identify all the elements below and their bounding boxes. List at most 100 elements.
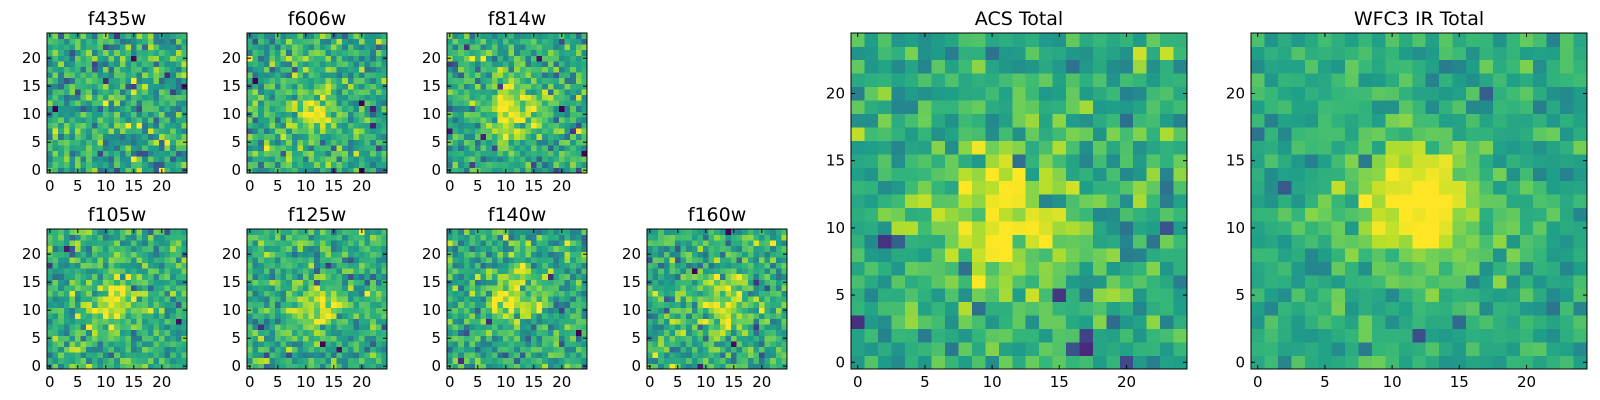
heatmap-cell bbox=[170, 156, 177, 163]
heatmap-cell bbox=[708, 279, 715, 286]
heatmap-cell bbox=[252, 290, 259, 297]
heatmap-cell bbox=[164, 55, 171, 62]
heatmap-cell bbox=[770, 346, 777, 353]
heatmap-cell bbox=[336, 352, 343, 359]
heatmap-cell bbox=[531, 262, 537, 269]
heatmap-cell bbox=[559, 122, 565, 129]
heatmap-cell bbox=[63, 257, 70, 263]
heatmap-cell bbox=[547, 262, 554, 269]
heatmap-cell bbox=[75, 94, 81, 101]
heatmap-cell bbox=[91, 49, 98, 56]
heatmap-cell bbox=[103, 44, 109, 51]
heatmap-cell bbox=[559, 234, 565, 241]
heatmap-cell bbox=[531, 77, 537, 84]
heatmap-cell bbox=[170, 313, 177, 319]
heatmap-cell bbox=[669, 352, 676, 359]
heatmap-cell bbox=[370, 234, 377, 241]
heatmap-cell bbox=[463, 111, 470, 118]
heatmap-cell bbox=[525, 240, 532, 247]
heatmap-cell bbox=[263, 324, 270, 331]
heatmap-cell bbox=[52, 273, 59, 280]
heatmap-cell bbox=[52, 33, 59, 39]
heatmap-cell bbox=[547, 66, 554, 73]
heatmap-cell bbox=[904, 261, 919, 276]
heatmap-cell bbox=[159, 301, 165, 308]
heatmap-cell bbox=[170, 55, 177, 62]
heatmap-cell bbox=[63, 273, 70, 280]
heatmap-cell bbox=[463, 55, 470, 62]
heatmap-cell bbox=[175, 44, 182, 51]
heatmap-cell bbox=[508, 77, 515, 84]
heatmap-cell bbox=[353, 61, 360, 67]
heatmap-cell bbox=[971, 274, 986, 289]
heatmap-cell bbox=[142, 329, 149, 336]
heatmap-cell bbox=[581, 262, 588, 269]
heatmap-cell bbox=[1160, 342, 1174, 356]
heatmap-cell bbox=[985, 207, 1000, 222]
heatmap-cell bbox=[514, 167, 521, 174]
heatmap-cell bbox=[297, 307, 304, 314]
heatmap-cell bbox=[719, 363, 726, 370]
heatmap-cell bbox=[1079, 207, 1094, 222]
heatmap-cell bbox=[931, 221, 946, 235]
heatmap-cell bbox=[69, 145, 76, 151]
heatmap-cell bbox=[691, 251, 698, 258]
heatmap-cell bbox=[764, 324, 771, 331]
heatmap-cell bbox=[904, 355, 919, 370]
heatmap-cell bbox=[314, 346, 321, 353]
heatmap-cell bbox=[359, 346, 365, 353]
heatmap-cell bbox=[958, 261, 973, 276]
heatmap-cell bbox=[447, 38, 453, 45]
heatmap-cell bbox=[269, 335, 276, 342]
heatmap-cell bbox=[286, 285, 293, 291]
heatmap-cell bbox=[86, 150, 93, 157]
heatmap-cell bbox=[658, 357, 665, 364]
heatmap-cell bbox=[669, 324, 676, 331]
heatmap-cell bbox=[658, 313, 665, 319]
heatmap-cell bbox=[725, 234, 732, 241]
heatmap-cell bbox=[58, 257, 65, 263]
heatmap-cell bbox=[742, 318, 749, 325]
heatmap-cell bbox=[97, 133, 104, 140]
heatmap-cell bbox=[703, 296, 709, 303]
heatmap-cell bbox=[297, 268, 304, 275]
heatmap-cell bbox=[508, 139, 515, 146]
heatmap-cell bbox=[297, 240, 304, 247]
heatmap-cell bbox=[170, 77, 177, 84]
heatmap-cell bbox=[342, 335, 349, 342]
heatmap-cell bbox=[164, 346, 171, 353]
x-tick-label: 10 bbox=[496, 373, 515, 391]
heatmap-cell bbox=[531, 139, 537, 146]
heatmap-cell bbox=[508, 251, 515, 258]
heatmap-cell bbox=[497, 55, 504, 62]
heatmap-cell bbox=[258, 44, 265, 51]
heatmap-cell bbox=[252, 234, 259, 241]
heatmap-cell bbox=[559, 145, 565, 151]
heatmap-cell bbox=[69, 285, 76, 291]
heatmap-cell bbox=[1066, 261, 1080, 276]
heatmap-cell bbox=[503, 150, 509, 157]
heatmap-cell bbox=[381, 285, 388, 291]
heatmap-cell bbox=[904, 342, 919, 356]
heatmap-cell bbox=[58, 296, 65, 303]
heatmap-cell bbox=[175, 268, 182, 275]
heatmap-cell bbox=[731, 318, 737, 325]
heatmap-cell bbox=[319, 72, 326, 79]
heatmap-cell bbox=[119, 100, 126, 107]
heatmap-cell bbox=[308, 251, 315, 258]
heatmap-cell bbox=[252, 117, 259, 123]
heatmap-cell bbox=[286, 94, 293, 101]
heatmap-cell bbox=[263, 89, 270, 95]
heatmap-cell bbox=[736, 273, 743, 280]
heatmap-cell bbox=[247, 145, 253, 151]
heatmap-cell bbox=[319, 111, 326, 118]
heatmap-cell bbox=[463, 279, 470, 286]
heatmap-cell bbox=[525, 290, 532, 297]
heatmap-cell bbox=[747, 262, 754, 269]
heatmap-cell bbox=[314, 61, 321, 67]
heatmap-cell bbox=[575, 307, 582, 314]
heatmap-cell bbox=[97, 307, 104, 314]
heatmap-cell bbox=[536, 145, 543, 151]
